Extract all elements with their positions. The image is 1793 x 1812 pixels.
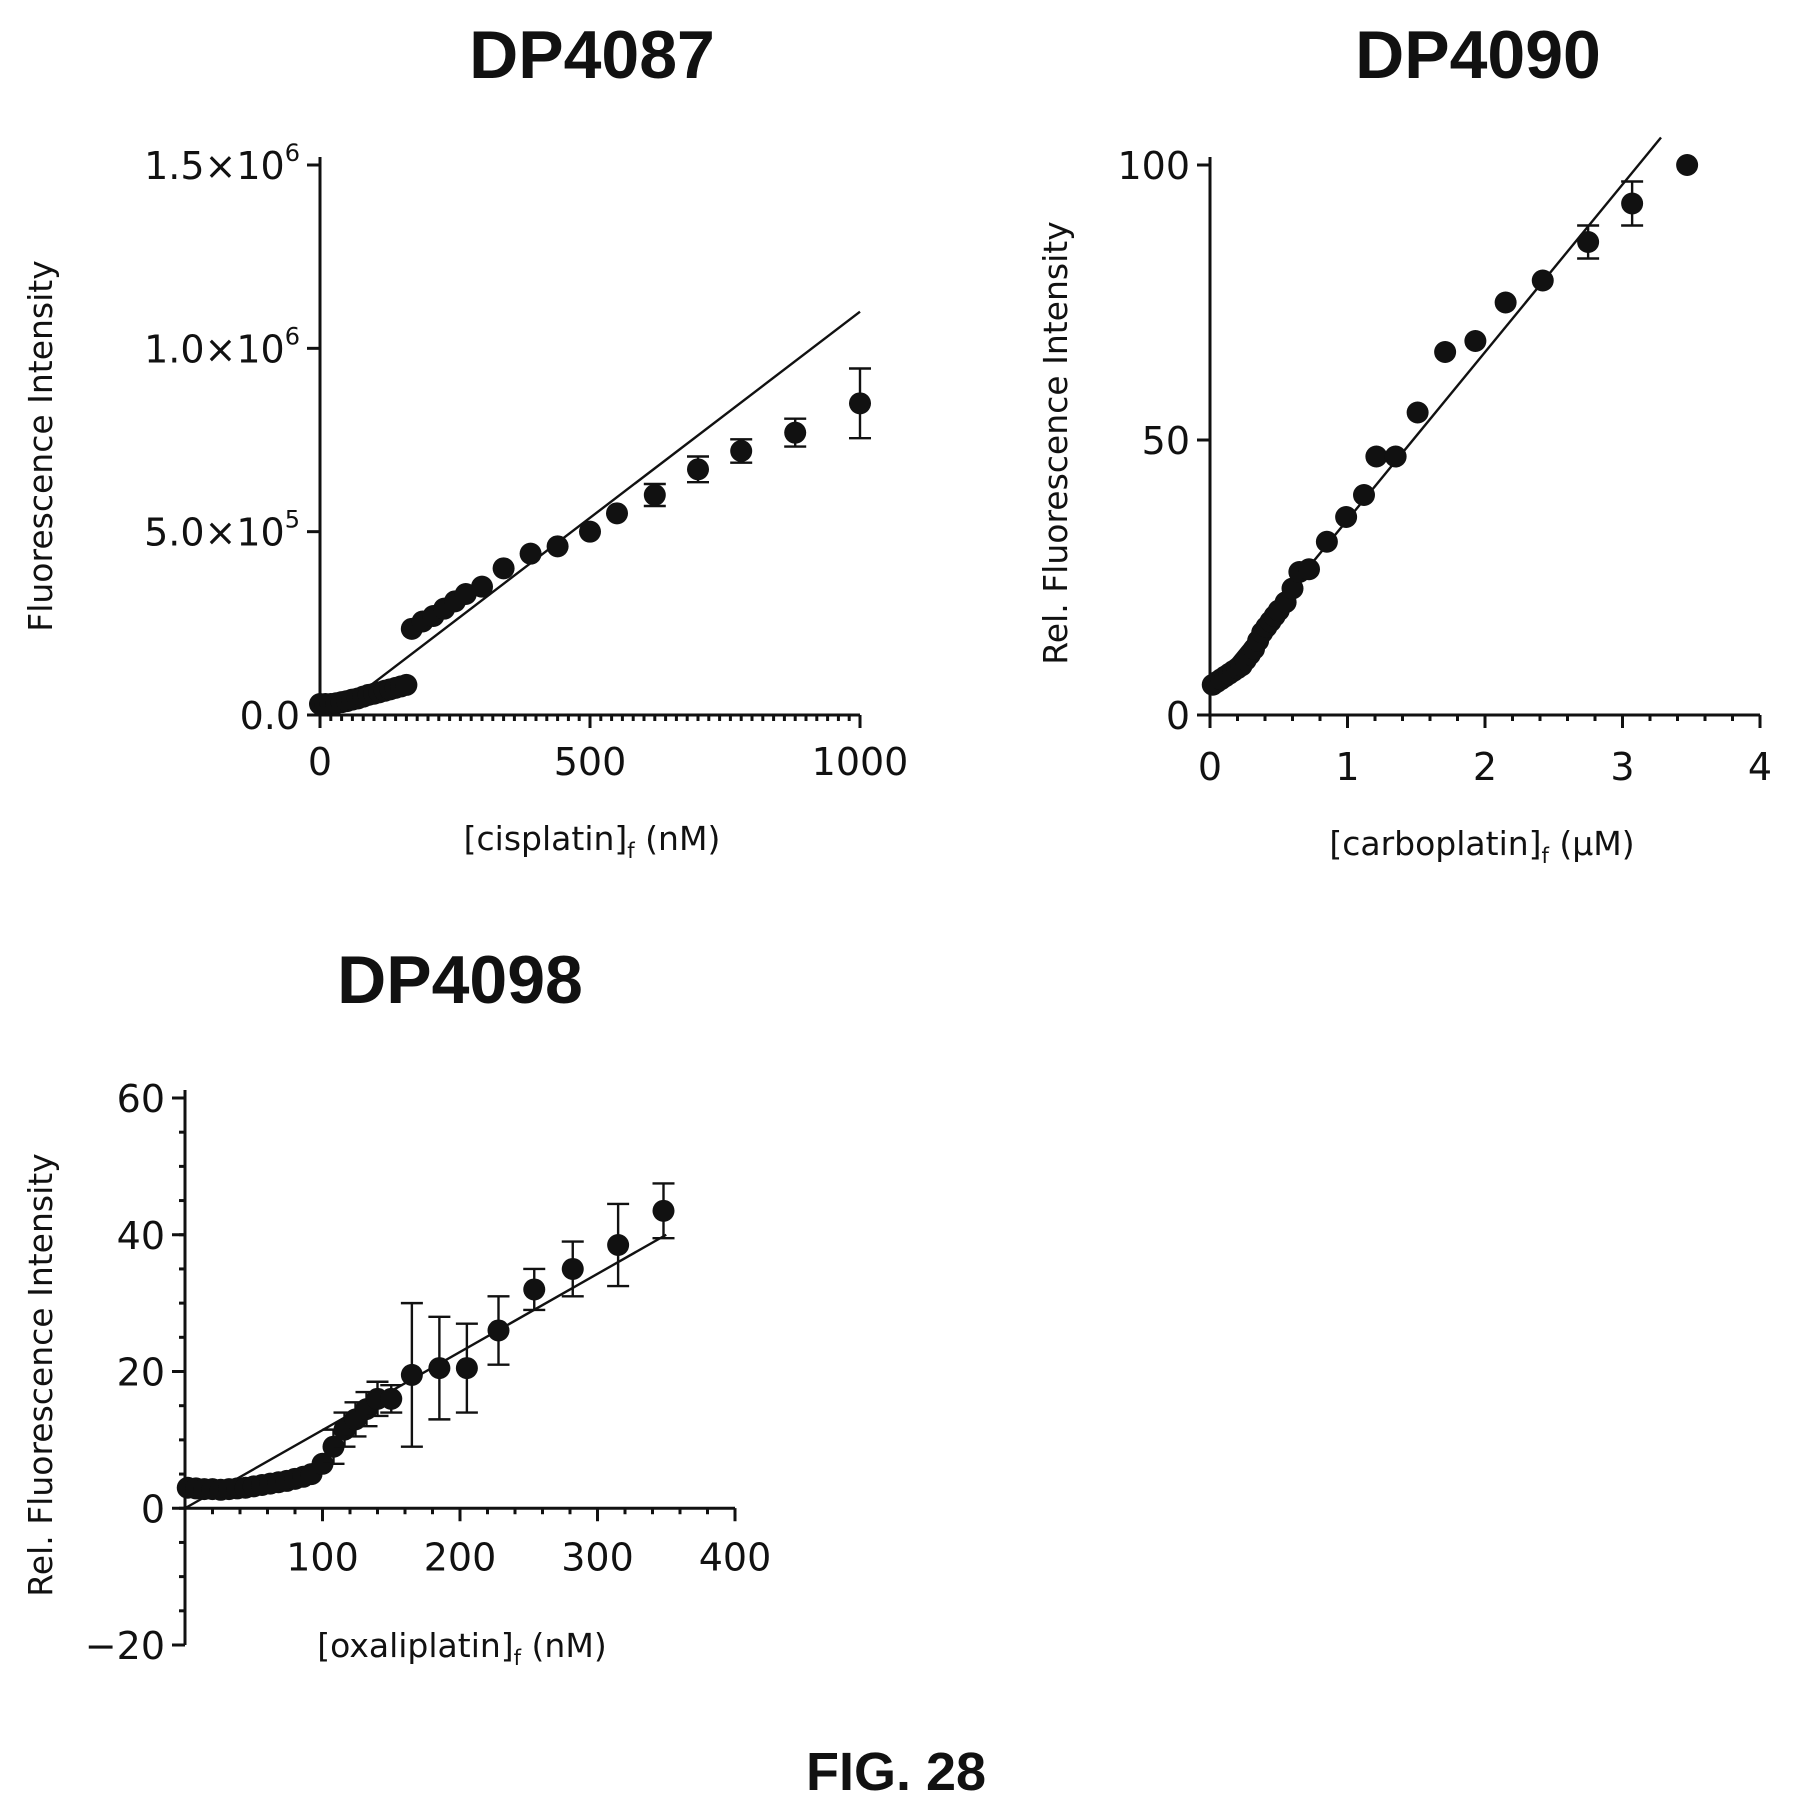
y-axis-label: Fluorescence Intensity: [21, 260, 60, 632]
chart-title: DP4087: [469, 17, 715, 93]
chart-panel-dp4090: DP4090 Rel. Fluorescence Intensity [carb…: [1036, 17, 1772, 868]
x-axis-label-unit: (μM): [1549, 824, 1635, 863]
chart-title: DP4098: [337, 942, 583, 1018]
data-point: [1365, 445, 1388, 468]
y-tick-label: 0: [1166, 694, 1190, 738]
x-axis-label-main: [oxaliplatin]: [317, 1626, 513, 1665]
fit-line: [359, 310, 861, 694]
data-point: [428, 1357, 451, 1380]
plot-area: 0 500 1000 0.0 5.0×105 1.0×106 1.5×106: [144, 139, 908, 784]
x-tick-label: 400: [699, 1535, 772, 1579]
y-tick-label: 60: [117, 1077, 165, 1121]
data-point: [1384, 445, 1407, 468]
x-tick-label: 200: [424, 1535, 497, 1579]
data-point: [1281, 577, 1304, 600]
data-point: [1434, 341, 1457, 363]
x-axis-label-main: [carboplatin]: [1329, 824, 1541, 863]
x-tick-label: 500: [554, 740, 627, 784]
x-tick-label: 1000: [812, 740, 909, 784]
chart-title: DP4090: [1355, 17, 1601, 93]
data-point: [395, 673, 418, 696]
data-point: [606, 502, 628, 525]
figure-label: FIG. 28: [806, 1742, 986, 1802]
data-point: [1298, 558, 1320, 581]
x-tick-label: 4: [1748, 745, 1772, 789]
data-point: [652, 1199, 675, 1222]
x-axis-label-subscript: f: [627, 839, 635, 863]
data-point: [607, 1234, 630, 1257]
y-tick-label: −20: [85, 1624, 165, 1668]
y-tick-label: 1.0×106: [144, 322, 300, 371]
plot-area: 100 200 300 400 −20 0 20 40 60: [85, 1077, 771, 1668]
y-tick-label: 5.0×105: [144, 506, 300, 555]
x-axis-label: [carboplatin]f (μM): [1329, 824, 1634, 868]
data-point: [523, 1278, 546, 1301]
data-point: [455, 1357, 478, 1380]
x-tick-label: 0: [1198, 745, 1222, 789]
data-point: [1531, 269, 1554, 292]
data-point: [1676, 154, 1699, 176]
y-tick-label: 20: [117, 1351, 165, 1395]
data-point: [1335, 506, 1358, 528]
x-axis-label: [oxaliplatin]f (nM): [317, 1626, 606, 1670]
chart-panel-dp4098: DP4098 Rel. Fluorescence Intensity [oxal…: [21, 942, 771, 1670]
data-point: [784, 421, 807, 444]
y-tick-label: 40: [117, 1214, 165, 1258]
y-tick-label: 50: [1142, 419, 1190, 463]
x-tick-label: 2: [1473, 745, 1497, 789]
data-point: [400, 1363, 423, 1386]
data-point: [1621, 192, 1644, 215]
y-tick-label: 0: [141, 1487, 165, 1531]
data-point: [561, 1257, 584, 1280]
x-tick-label: 0: [308, 740, 332, 784]
data-point: [1577, 231, 1600, 253]
x-axis-label-main: [cisplatin]: [464, 819, 628, 858]
y-tick-label: 1.5×106: [144, 139, 300, 188]
data-point: [487, 1319, 510, 1342]
data-point: [1353, 484, 1375, 506]
x-axis-label-subscript: f: [1542, 844, 1550, 868]
x-tick-label: 100: [286, 1535, 359, 1579]
x-tick-label: 1: [1335, 745, 1359, 789]
data-point: [849, 392, 871, 415]
y-tick-label: 100: [1117, 144, 1190, 188]
x-tick-label: 3: [1610, 745, 1634, 789]
x-axis-label-unit: (nM): [521, 1626, 607, 1665]
x-axis-label-unit: (nM): [635, 819, 721, 858]
data-point: [1464, 330, 1487, 352]
data-point: [1406, 401, 1429, 424]
x-tick-label: 300: [561, 1535, 634, 1579]
data-point: [687, 458, 709, 481]
data-point: [492, 557, 515, 580]
data-point: [519, 542, 542, 565]
y-axis-label: Rel. Fluorescence Intensity: [1036, 221, 1075, 664]
data-point: [730, 440, 753, 462]
data-point: [1494, 291, 1517, 314]
chart-panel-dp4087: DP4087 Fluorescence Intensity [cisplatin…: [21, 17, 908, 863]
data-point: [471, 575, 493, 598]
x-axis-label-subscript: f: [514, 1646, 522, 1670]
data-point: [380, 1387, 403, 1410]
x-axis-label: [cisplatin]f (nM): [464, 819, 721, 863]
y-axis-label: Rel. Fluorescence Intensity: [21, 1153, 60, 1596]
data-point: [643, 484, 666, 506]
data-point: [579, 520, 601, 543]
fit-line: [184, 1233, 667, 1510]
plot-area: 0 1 2 3 4 0 50 100: [1117, 136, 1772, 789]
data-point: [546, 535, 569, 558]
data-point: [1315, 530, 1338, 553]
y-tick-label: 0.0: [240, 694, 300, 738]
